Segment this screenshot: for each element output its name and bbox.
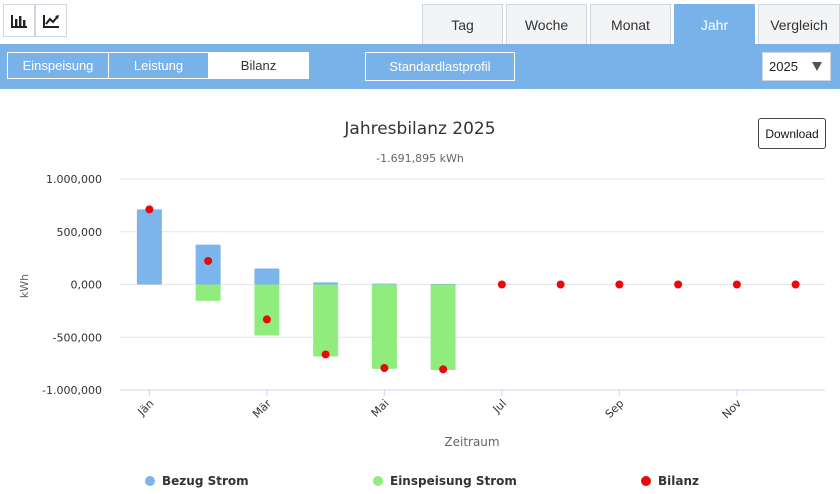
chart-subtitle: -1.691,895 kWh <box>376 152 464 165</box>
legend-item-einspeisung[interactable]: Einspeisung Strom <box>373 474 517 488</box>
x-tick-label: Nov <box>720 397 745 422</box>
point-bilanz-6[interactable] <box>497 280 506 289</box>
legend-marker-einspeisung <box>373 476 383 486</box>
y-tick-label: 0,000 <box>71 279 103 292</box>
x-tick-label: Jul <box>490 397 509 416</box>
segment-einspeisung[interactable]: Einspeisung <box>7 52 109 79</box>
x-tick-label: Sep <box>603 397 627 421</box>
point-bilanz-0[interactable] <box>145 205 154 214</box>
legend-item-bezug[interactable]: Bezug Strom <box>145 474 249 488</box>
control-bar: Einspeisung Leistung Bilanz Standardlast… <box>0 44 840 89</box>
bar-einspeisung-1[interactable] <box>195 284 221 301</box>
bar-einspeisung-2[interactable] <box>254 284 280 336</box>
bar-bezug-4[interactable] <box>371 283 397 285</box>
bar-einspeisung-4[interactable] <box>371 284 397 369</box>
point-bilanz-9[interactable] <box>674 280 683 289</box>
tab-woche[interactable]: Woche <box>506 4 587 44</box>
top-bar: Tag Woche Monat Jahr Vergleich <box>0 0 840 44</box>
point-bilanz-11[interactable] <box>791 280 800 289</box>
bar-bezug-5[interactable] <box>430 283 456 285</box>
y-axis-label: kWh <box>18 274 31 298</box>
bar-series <box>136 209 456 370</box>
x-tick-label: Mai <box>369 397 392 420</box>
tab-tag[interactable]: Tag <box>422 4 503 44</box>
bilanz-points <box>145 205 800 374</box>
point-bilanz-7[interactable] <box>556 280 565 289</box>
y-tick-label: 500,000 <box>57 226 103 239</box>
point-bilanz-5[interactable] <box>439 365 448 374</box>
point-bilanz-3[interactable] <box>321 350 330 359</box>
legend: Bezug Strom Einspeisung Strom Bilanz <box>145 474 699 488</box>
line-chart-icon <box>43 14 59 28</box>
x-axis-ticks: Jän Mär Mai Jul Sep Nov <box>135 390 745 422</box>
standardlastprofil-button[interactable]: Standardlastprofil <box>365 52 515 81</box>
year-select-value: 2025 <box>769 59 798 74</box>
x-tick-label: Jän <box>135 397 157 419</box>
bar-einspeisung-5[interactable] <box>430 284 456 370</box>
bar-chart-icon <box>11 14 27 28</box>
y-tick-label: -1.000,000 <box>42 384 102 397</box>
chart-title: Jahresbilanz 2025 <box>343 119 495 139</box>
year-select[interactable]: 2025 <box>762 52 831 81</box>
y-axis-ticks: 1.000,000 500,000 0,000 -500,000 -1.000,000 <box>42 173 102 397</box>
point-bilanz-4[interactable] <box>380 364 389 373</box>
bar-bezug-0[interactable] <box>136 209 162 285</box>
bar-bezug-3[interactable] <box>313 282 339 285</box>
download-button[interactable]: Download <box>758 118 826 149</box>
segment-leistung[interactable]: Leistung <box>108 52 209 79</box>
legend-label-bilanz: Bilanz <box>658 474 699 488</box>
point-bilanz-1[interactable] <box>204 256 213 265</box>
tab-monat[interactable]: Monat <box>590 4 671 44</box>
point-bilanz-8[interactable] <box>615 280 624 289</box>
grid-lines <box>120 178 825 338</box>
legend-marker-bilanz <box>641 476 651 486</box>
point-bilanz-10[interactable] <box>732 280 741 289</box>
line-chart-view-button[interactable] <box>35 4 67 37</box>
point-bilanz-2[interactable] <box>262 315 271 324</box>
segment-bilanz[interactable]: Bilanz <box>208 52 309 79</box>
y-tick-label: 1.000,000 <box>46 173 102 186</box>
y-tick-label: -500,000 <box>53 331 102 344</box>
bar-chart-view-button[interactable] <box>3 4 35 37</box>
x-axis-label: Zeitraum <box>444 435 499 449</box>
legend-item-bilanz[interactable]: Bilanz <box>641 474 699 488</box>
legend-label-bezug: Bezug Strom <box>162 474 249 488</box>
legend-label-einspeisung: Einspeisung Strom <box>390 474 517 488</box>
tab-jahr[interactable]: Jahr <box>674 4 755 44</box>
legend-marker-bezug <box>145 476 155 486</box>
bar-bezug-2[interactable] <box>254 268 280 285</box>
chart: Jahresbilanz 2025 -1.691,895 kWh 1.000,0… <box>18 119 825 488</box>
x-tick-label: Mär <box>250 397 274 421</box>
bar-einspeisung-3[interactable] <box>313 284 339 357</box>
chevron-down-icon <box>812 62 822 71</box>
tab-vergleich[interactable]: Vergleich <box>758 4 840 44</box>
